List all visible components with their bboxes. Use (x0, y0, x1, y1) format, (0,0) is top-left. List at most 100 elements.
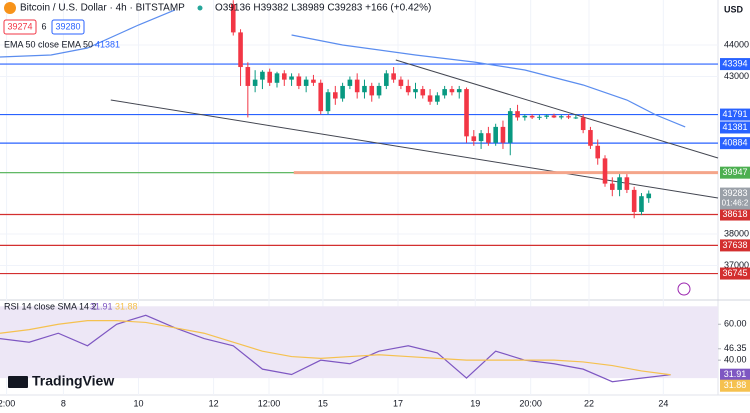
x-tick-label: 15 (318, 398, 328, 408)
candle-body (456, 89, 462, 93)
candle-body (544, 115, 550, 117)
candle-body (580, 117, 586, 131)
alert-icon (677, 282, 691, 296)
candle-body (405, 85, 411, 93)
level-label: 39947 (722, 167, 747, 177)
x-tick-label: 17 (393, 398, 403, 408)
candle-body (522, 115, 528, 118)
level-label: 38618 (722, 209, 747, 219)
candle-body (427, 95, 433, 102)
y-tick-label: 46.35 (724, 343, 747, 353)
spread: 6 (41, 21, 46, 31)
level-label-box (720, 166, 750, 179)
candle-body (420, 89, 426, 96)
candle-body (347, 79, 353, 86)
candle-body (376, 85, 382, 96)
candle-body (507, 111, 513, 143)
candle-body (624, 177, 630, 190)
candle-body (449, 89, 455, 93)
candle-body (391, 73, 396, 80)
candle-body (646, 193, 652, 199)
candle-body (303, 79, 309, 86)
trend-line (110, 99, 719, 199)
candle-body (529, 115, 535, 118)
ema-line (0, 9, 686, 128)
price-label-box (720, 187, 750, 210)
ohlc: O39136 H39382 L38989 C39283 +166 (+0.42%… (215, 3, 431, 14)
price-label: 39283 (722, 188, 747, 198)
x-tick-label: 24 (658, 398, 668, 408)
candle-body (551, 115, 557, 118)
x-tick-label: 12 (209, 398, 219, 408)
rsi-legend: RSI 14 close SMA 14 2 (4, 301, 97, 311)
level-label: 43394 (722, 58, 747, 68)
level-label-box (720, 108, 750, 121)
btc-icon (4, 2, 16, 14)
y-tick-label: 60.00 (724, 319, 747, 329)
ema-legend-value: 41381 (95, 39, 120, 49)
candle-body (486, 133, 491, 143)
candle-body (588, 130, 593, 146)
candle-body (238, 32, 243, 68)
candle-body (566, 116, 571, 118)
candle-body (230, 4, 236, 33)
status-dot (197, 5, 203, 11)
logo-icon (8, 376, 28, 388)
currency: USD (724, 4, 744, 14)
candle-body (296, 76, 302, 86)
rsi-line (0, 320, 671, 376)
candle-body (464, 89, 469, 137)
y-tick-label: 44000 (724, 39, 749, 49)
level-label: 40884 (722, 138, 747, 148)
candle-body (631, 189, 637, 212)
candle-body (617, 177, 622, 190)
overlay: Bitcoin / U.S. Dollar · 4h · BITSTAMP O3… (3, 2, 744, 389)
candle-body (311, 79, 316, 83)
level-label-box (720, 208, 750, 221)
ask-box (51, 19, 85, 35)
level-label: 41791 (722, 109, 747, 119)
candle-body (318, 82, 324, 112)
bid-box (3, 19, 37, 35)
rsi-legend-value: 31.91 (90, 301, 113, 311)
candle-body (558, 116, 564, 118)
level-label: 36745 (722, 268, 747, 278)
trend-line (395, 59, 719, 159)
rsi-label-box (720, 368, 750, 381)
level-label-box (720, 58, 750, 71)
candle-body (573, 117, 579, 119)
price-label-box (720, 121, 750, 134)
candle-body (471, 136, 477, 142)
candle-body (289, 76, 294, 80)
candle-body (274, 73, 280, 83)
level-label-box (720, 137, 750, 150)
candle-body (478, 133, 484, 142)
bid: 39274 (7, 21, 32, 31)
candle-body (333, 92, 338, 99)
candle-body (493, 126, 498, 143)
candle-body (384, 73, 389, 86)
candle-body (413, 89, 418, 93)
sma-legend-value: 31.88 (115, 301, 138, 311)
x-tick-label: 2:00 (0, 398, 15, 408)
x-tick-label: 12:00 (258, 398, 281, 408)
symbol: Bitcoin / U.S. Dollar · 4h · BITSTAMP (20, 3, 185, 14)
candle-body (362, 85, 367, 93)
y-tick-label: 37000 (724, 260, 749, 270)
candle-body (537, 116, 542, 118)
x-tick-label: 20:00 (519, 398, 542, 408)
candle-body (435, 95, 440, 102)
level-label-box (720, 267, 750, 280)
candle-body (260, 71, 265, 80)
candle-body (595, 145, 601, 159)
level-label-box (720, 239, 750, 252)
y-tick-label: 43000 (724, 71, 749, 81)
y-tick-label: 40.00 (724, 355, 747, 365)
candle-body (325, 92, 331, 112)
rsi-label: 31.91 (724, 369, 747, 379)
candle-body (442, 89, 447, 96)
candle-body (398, 79, 404, 86)
y-tick-label: 38000 (724, 228, 749, 238)
